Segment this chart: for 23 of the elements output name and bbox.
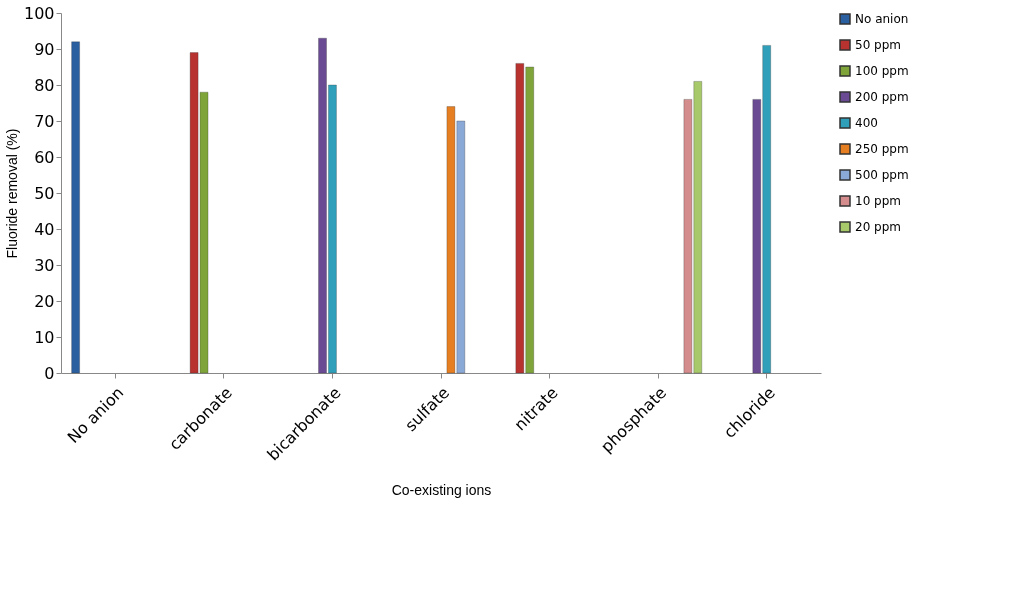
legend-label: No anion bbox=[855, 12, 909, 26]
x-axis-title: Co-existing ions bbox=[391, 481, 492, 498]
y-tick-label: 40 bbox=[34, 219, 55, 239]
y-tick-label: 0 bbox=[44, 363, 55, 383]
legend-label: 500 ppm bbox=[855, 168, 909, 182]
legend-label: 200 ppm bbox=[855, 90, 909, 104]
y-tick-label: 70 bbox=[34, 111, 55, 131]
y-tick-label: 30 bbox=[34, 255, 55, 275]
y-tick-label: 90 bbox=[34, 39, 55, 59]
legend-label: 400 bbox=[855, 116, 878, 130]
legend-label: 10 ppm bbox=[855, 194, 902, 208]
y-tick-label: 60 bbox=[34, 147, 55, 167]
y-axis-title: Fluoride removal (%) bbox=[3, 128, 20, 259]
legend-label: 50 ppm bbox=[855, 38, 902, 52]
y-tick-label: 50 bbox=[34, 183, 55, 203]
y-tick-label: 80 bbox=[34, 75, 55, 95]
y-tick-label: 100 bbox=[23, 3, 55, 23]
y-tick-label: 10 bbox=[34, 327, 55, 347]
legend-label: 100 ppm bbox=[855, 64, 909, 78]
y-tick-label: 20 bbox=[34, 291, 55, 311]
legend-label: 250 ppm bbox=[855, 142, 909, 156]
bar bbox=[71, 41, 80, 374]
legend-label: 20 ppm bbox=[855, 220, 902, 234]
